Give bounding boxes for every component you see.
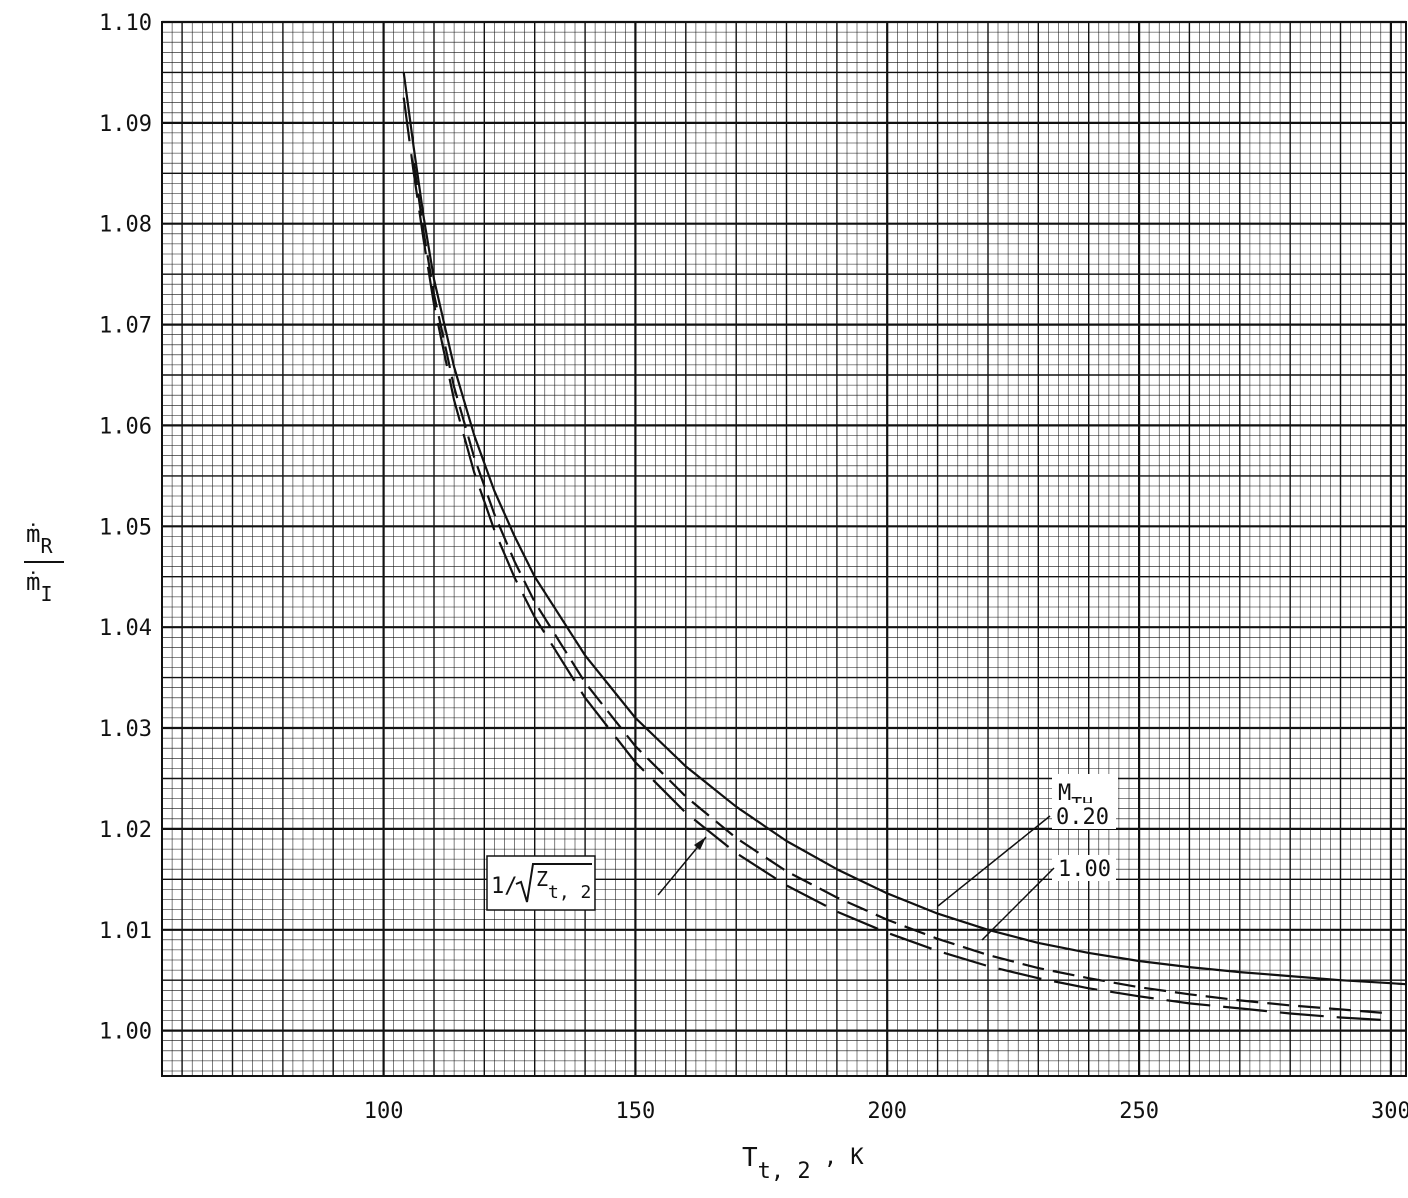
svg-text:Tt, 2 , K: Tt, 2 , K xyxy=(742,1143,864,1184)
x-tick-label: 250 xyxy=(1119,1099,1159,1124)
svg-text:Zt, 2: Zt, 2 xyxy=(536,867,591,903)
y-tick-label: 1.10 xyxy=(99,11,152,36)
y-label-numerator: ṁ xyxy=(26,520,40,548)
y-tick-label: 1.03 xyxy=(99,717,152,742)
sqrt-z-prefix: 1/ xyxy=(491,874,518,899)
y-tick-label: 1.09 xyxy=(99,112,152,137)
y-tick-label: 1.08 xyxy=(99,213,152,238)
x-tick-label: 200 xyxy=(867,1099,907,1124)
y-label-numerator-sub: R xyxy=(40,534,53,558)
y-axis-label: ṁR ṁI xyxy=(24,520,64,606)
y-label-denominator: ṁ xyxy=(26,568,40,596)
series-line xyxy=(402,97,1391,1022)
mach-value-1-00: 1.00 xyxy=(1058,857,1111,882)
series-layer xyxy=(402,72,1407,1022)
y-tick-label: 1.00 xyxy=(99,1020,152,1045)
svg-text:ṁR: ṁR xyxy=(26,520,53,558)
y-tick-label: 1.06 xyxy=(99,414,152,439)
x-tick-label: 150 xyxy=(616,1099,656,1124)
mach-value-1-bg xyxy=(1052,803,1116,829)
y-tick-label: 1.04 xyxy=(99,616,152,641)
tick-labels: 100 150 200 250 300 1.00 1.01 1.02 1.03 1.04 1.05 1… xyxy=(99,11,1408,1124)
mach-header-symbol: M xyxy=(1058,781,1071,806)
y-label-denominator-sub: I xyxy=(40,582,52,606)
mach-leader-0-20 xyxy=(937,815,1051,907)
x-tick-label: 100 xyxy=(364,1099,404,1124)
svg-text:1/: 1/ xyxy=(491,874,518,899)
sqrt-z-callout: 1/ Zt, 2 xyxy=(486,836,707,911)
x-label-sub: t, 2 xyxy=(758,1159,811,1184)
plot-frame xyxy=(161,21,1407,1077)
x-label-symbol: T xyxy=(742,1143,758,1173)
sqrt-symbol-icon xyxy=(515,863,592,903)
svg-text:ṁI: ṁI xyxy=(26,568,53,606)
y-tick-label: 1.01 xyxy=(99,919,152,944)
x-label-unit: , K xyxy=(811,1145,865,1170)
y-tick-label: 1.02 xyxy=(99,818,152,843)
x-tick-label: 300 xyxy=(1371,1099,1408,1124)
y-tick-label: 1.07 xyxy=(99,314,152,339)
sqrt-z-arrowhead xyxy=(694,837,706,850)
y-tick-label: 1.05 xyxy=(99,515,152,540)
mach-callout: MTH 0.20 1.00 xyxy=(937,774,1118,941)
series-line xyxy=(412,163,1391,1015)
major-grid xyxy=(162,20,1406,1076)
x-axis-label: Tt, 2 , K xyxy=(742,1143,864,1184)
series-line xyxy=(402,72,1407,986)
mach-value-0-20: 0.20 xyxy=(1056,805,1109,830)
sqrt-z-sub: t, 2 xyxy=(548,882,591,903)
sqrt-z-symbol: Z xyxy=(536,867,548,891)
mach-value-2-bg xyxy=(1052,855,1116,881)
mach-leader-1-00 xyxy=(981,867,1055,941)
